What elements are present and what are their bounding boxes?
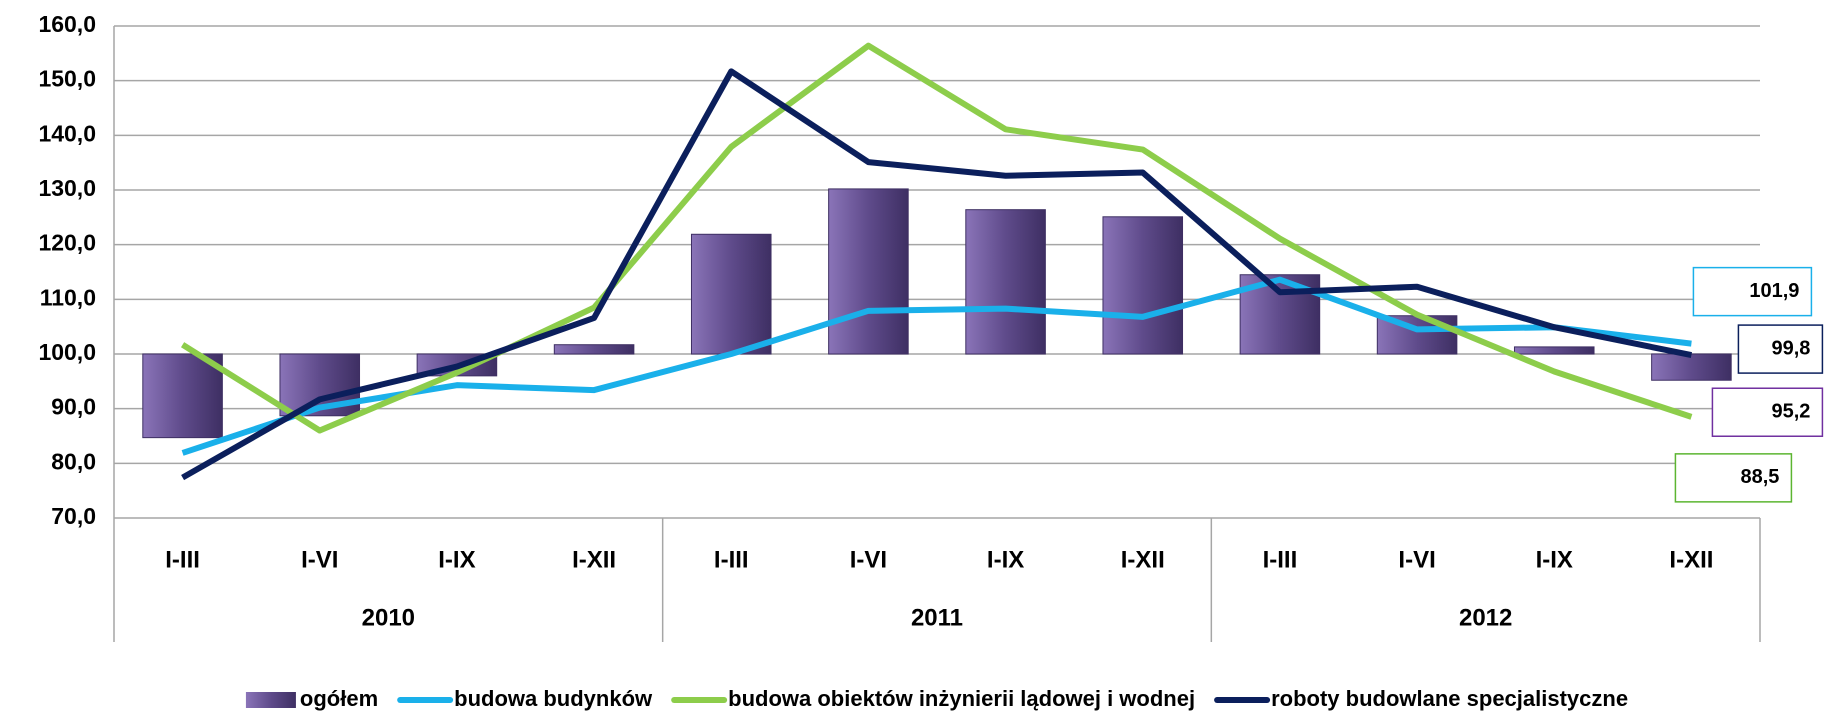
line (181, 68, 1693, 481)
group-label: 2011 (911, 604, 963, 631)
y-tick-label: 90,0 (51, 394, 96, 420)
x-tick-label: I-XII (572, 546, 616, 573)
bar (1513, 346, 1595, 355)
bar (1651, 353, 1732, 381)
legend-swatch (245, 692, 296, 708)
bar (828, 188, 909, 355)
y-tick-label: 160,0 (38, 11, 96, 37)
legend-label: budowa obiektów inżynierii lądowej i wod… (728, 686, 1195, 711)
x-tick-label: I-VI (301, 546, 338, 573)
x-tick-label: I-IX (438, 546, 475, 573)
y-tick-label: 120,0 (38, 230, 96, 256)
bar (690, 233, 772, 355)
legend-label: roboty budowlane specjalistyczne (1271, 686, 1628, 711)
y-tick-label: 100,0 (38, 339, 96, 365)
legend-label: budowa budynków (454, 686, 653, 711)
bar (1102, 216, 1184, 355)
x-tick-label: I-III (165, 546, 200, 573)
y-tick-label: 140,0 (38, 120, 96, 146)
y-tick-label: 150,0 (38, 66, 96, 92)
bar (142, 353, 223, 439)
x-tick-label: I-VI (850, 546, 887, 573)
y-tick-label: 70,0 (51, 503, 96, 529)
group-label: 2012 (1459, 604, 1512, 631)
value-label: 95,2 (1771, 401, 1810, 423)
value-label-box (1692, 266, 1813, 317)
value-label: 88,5 (1740, 466, 1779, 488)
y-tick-label: 110,0 (40, 284, 96, 310)
line (180, 42, 1693, 434)
value-label-box (1737, 324, 1824, 374)
x-tick-label: I-VI (1398, 546, 1435, 573)
value-label: 99,8 (1771, 337, 1810, 359)
value-label: 101,9 (1749, 280, 1799, 302)
x-tick-label: I-IX (987, 546, 1024, 573)
y-tick-label: 130,0 (38, 175, 96, 201)
value-label-box (1674, 453, 1793, 503)
group-label: 2010 (362, 604, 415, 631)
y-tick-label: 80,0 (51, 448, 96, 474)
legend: ogółem budowa budynków budowa obiektów inż… (245, 686, 1628, 711)
line (181, 276, 1692, 456)
x-tick-label: I-IX (1536, 546, 1573, 573)
x-tick-label: I-XII (1669, 546, 1713, 573)
bar (553, 344, 635, 355)
x-tick-label: I-III (714, 546, 749, 573)
x-tick-label: I-III (1263, 546, 1298, 573)
bar (965, 209, 1046, 355)
x-tick-label: I-XII (1121, 546, 1165, 573)
legend-label: ogółem (300, 686, 378, 711)
value-label-box (1711, 387, 1824, 437)
